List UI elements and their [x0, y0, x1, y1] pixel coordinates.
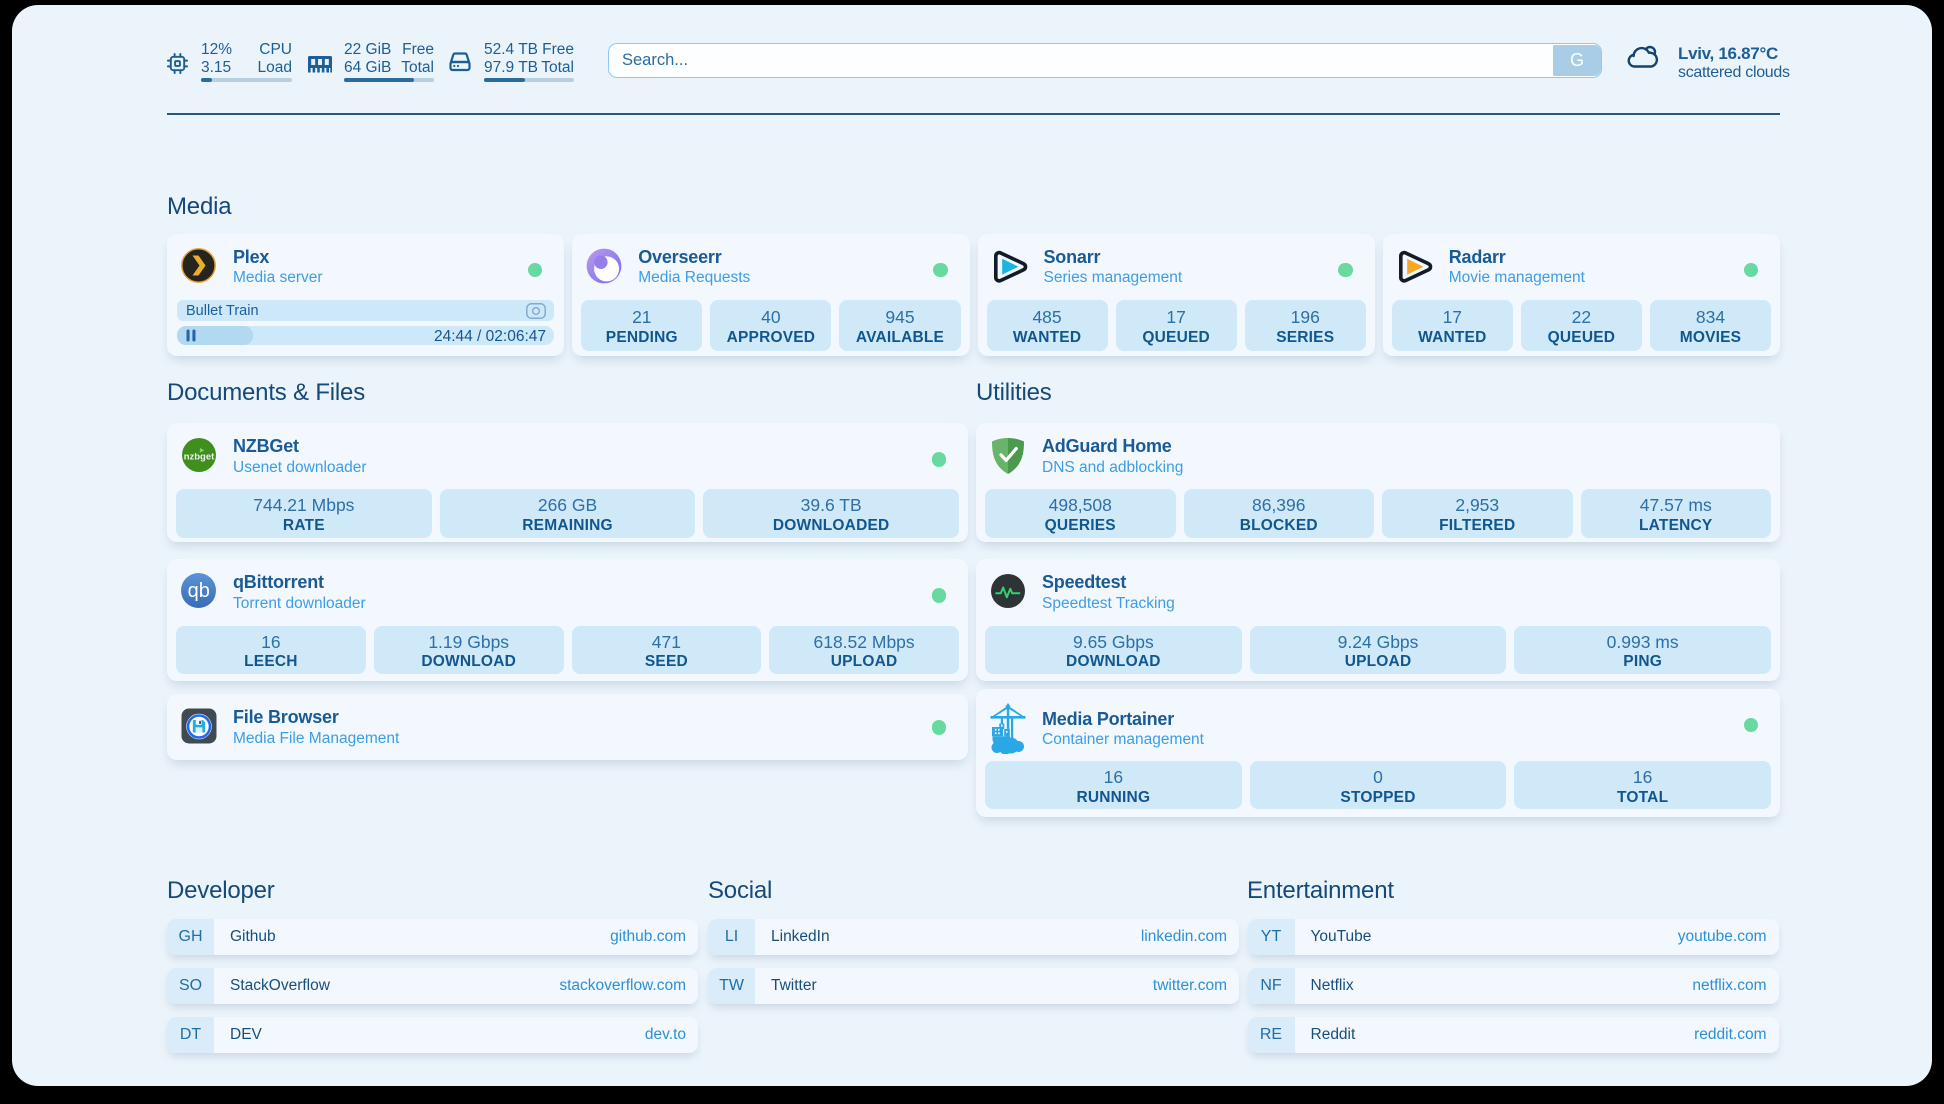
- svg-text:qb: qb: [188, 580, 210, 602]
- svg-text:nzbget: nzbget: [184, 452, 215, 463]
